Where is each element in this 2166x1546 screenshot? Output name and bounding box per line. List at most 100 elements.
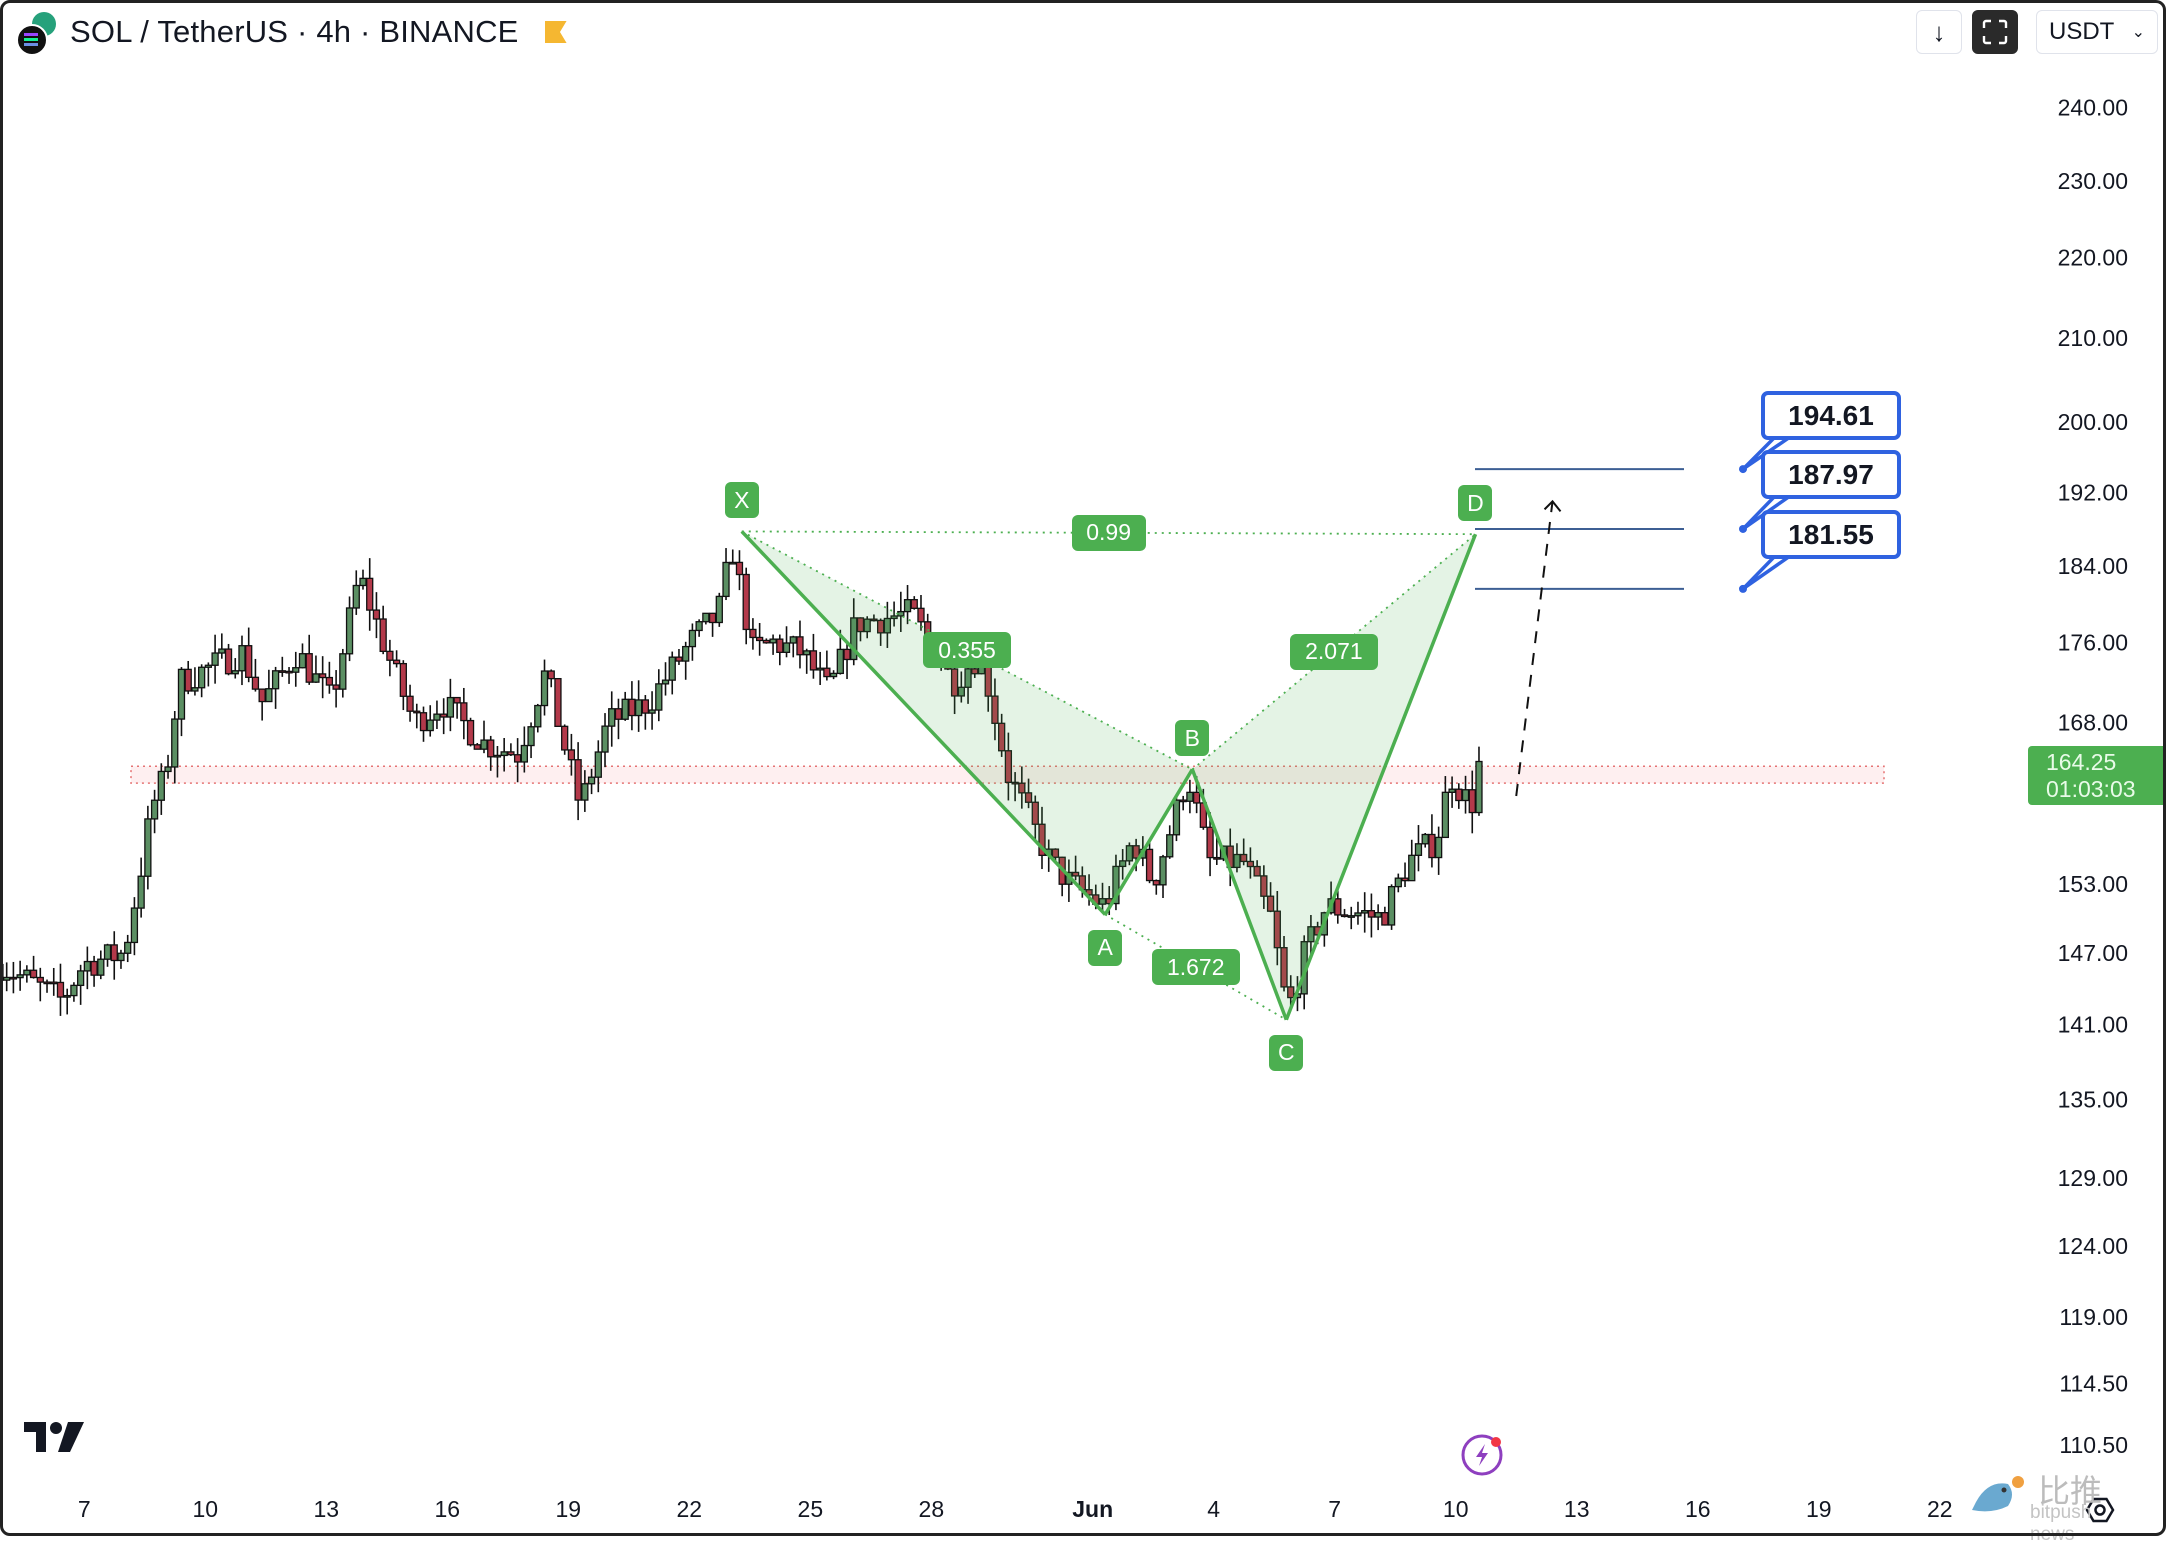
candle-up: [204, 664, 213, 668]
price-axis: 240.00 230.00 220.00 210.00 200.00 192.00 184.…: [2058, 95, 2128, 1458]
candle-up: [621, 698, 629, 720]
candle-down: [184, 668, 192, 692]
candle-up: [594, 751, 602, 778]
candle-up: [715, 595, 723, 624]
candle-down: [1455, 788, 1463, 802]
candle-up: [23, 969, 31, 976]
candle-up: [534, 704, 542, 728]
candle-up: [171, 718, 179, 768]
candle-down: [870, 618, 878, 622]
bird-logo-icon: [1972, 1476, 2024, 1512]
candle-up: [1374, 912, 1382, 918]
candle-up: [63, 994, 71, 998]
candle-down: [735, 561, 744, 576]
currency-select[interactable]: USDT ⌄: [2036, 10, 2158, 54]
target-callout[interactable]: 181.55: [1761, 510, 1901, 559]
flag-icon[interactable]: [544, 21, 567, 43]
pattern-ratio-label[interactable]: 0.355: [923, 632, 1012, 669]
pattern-ratio-label[interactable]: 2.071: [1289, 633, 1378, 670]
candle-up: [883, 617, 892, 634]
time-tick-label: 16: [435, 1496, 461, 1522]
candle-up: [16, 974, 24, 979]
last-price-badge: 164.25 01:03:03: [2028, 746, 2166, 805]
pattern-point-label[interactable]: B: [1175, 720, 1210, 757]
fullscreen-button[interactable]: [1972, 10, 2018, 54]
candle-down: [1381, 912, 1389, 926]
candle-up: [695, 621, 703, 632]
candle-down: [419, 712, 428, 732]
candle-down: [513, 754, 522, 763]
pattern-ratio-label[interactable]: 0.99: [1071, 514, 1146, 551]
candle-up: [655, 683, 663, 711]
candle-down: [950, 668, 959, 697]
candle-down: [1038, 823, 1046, 857]
candle-up: [769, 638, 777, 644]
candle-down: [110, 944, 118, 962]
candle-down: [1206, 826, 1214, 859]
candle-down: [917, 607, 925, 623]
candle-down: [1051, 848, 1060, 858]
candle-up: [339, 653, 347, 690]
candle-down: [1145, 848, 1154, 882]
candle-down: [251, 676, 260, 690]
candle-up: [1119, 860, 1127, 868]
time-axis: 7 10 13 16 19 22 25 28 Jun 4 7 10 13 16 19 22: [78, 1496, 1953, 1522]
candle-down: [43, 981, 51, 985]
candle-up: [829, 672, 838, 678]
callout-anchor-dot: [1739, 524, 1747, 533]
candle-up: [117, 952, 125, 962]
candle-down: [460, 702, 468, 722]
price-tick-label: 176.00: [2058, 629, 2128, 655]
candle-down: [1011, 781, 1019, 785]
candle-down: [971, 668, 979, 675]
candle-down: [641, 699, 650, 714]
candle-down: [319, 673, 327, 679]
candle-up: [352, 584, 360, 609]
candle-up: [164, 766, 172, 773]
pattern-point-label[interactable]: D: [1458, 485, 1493, 522]
candle-down: [379, 618, 387, 653]
pattern-point-label[interactable]: X: [724, 482, 759, 519]
candle-down: [36, 976, 44, 983]
time-tick-label: 19: [556, 1496, 582, 1522]
candle-down: [876, 619, 885, 634]
symbol-icon: [14, 12, 60, 56]
price-tick-label: 200.00: [2058, 409, 2128, 435]
arrow-down-icon: ↓: [1932, 16, 1946, 47]
candle-up: [1475, 760, 1483, 814]
lightning-icon[interactable]: [1461, 1434, 1503, 1476]
target-callout[interactable]: 187.97: [1761, 450, 1901, 499]
candles: [0, 548, 1483, 1016]
candle-down: [1334, 898, 1342, 916]
candle-up: [803, 650, 811, 656]
candle-up: [1408, 854, 1416, 882]
pattern-point-label[interactable]: A: [1088, 929, 1123, 966]
candle-down: [1253, 865, 1261, 877]
pattern-ratio-label[interactable]: 1.672: [1151, 949, 1240, 986]
time-tick-label: Jun: [1072, 1496, 1113, 1522]
download-button[interactable]: ↓: [1916, 10, 1962, 54]
target-callout[interactable]: 194.61: [1761, 391, 1901, 440]
harmonic-pattern: [740, 530, 1478, 1021]
pattern-point-label[interactable]: C: [1269, 1034, 1304, 1071]
settings-icon[interactable]: [2085, 1497, 2115, 1523]
candle-down: [1266, 895, 1275, 912]
pattern-fill-bcd: [1192, 534, 1476, 1020]
candle-up: [836, 648, 844, 675]
candle-down: [998, 722, 1006, 752]
price-tick-label: 230.00: [2058, 168, 2128, 194]
tradingview-logo[interactable]: [24, 1422, 84, 1452]
candle-up: [130, 907, 139, 944]
candle-up: [789, 636, 797, 644]
candle-down: [386, 650, 394, 661]
candle-up: [668, 656, 676, 681]
price-tick-label: 141.00: [2058, 1012, 2128, 1038]
symbol-title[interactable]: SOL / TetherUS · 4h · BINANCE: [70, 14, 519, 49]
price-tick-label: 168.00: [2058, 710, 2128, 736]
candle-down: [567, 749, 576, 761]
candle-up: [1112, 865, 1120, 905]
candle-down: [843, 648, 851, 661]
pattern-leg: [740, 530, 1107, 916]
candle-up: [782, 642, 791, 653]
